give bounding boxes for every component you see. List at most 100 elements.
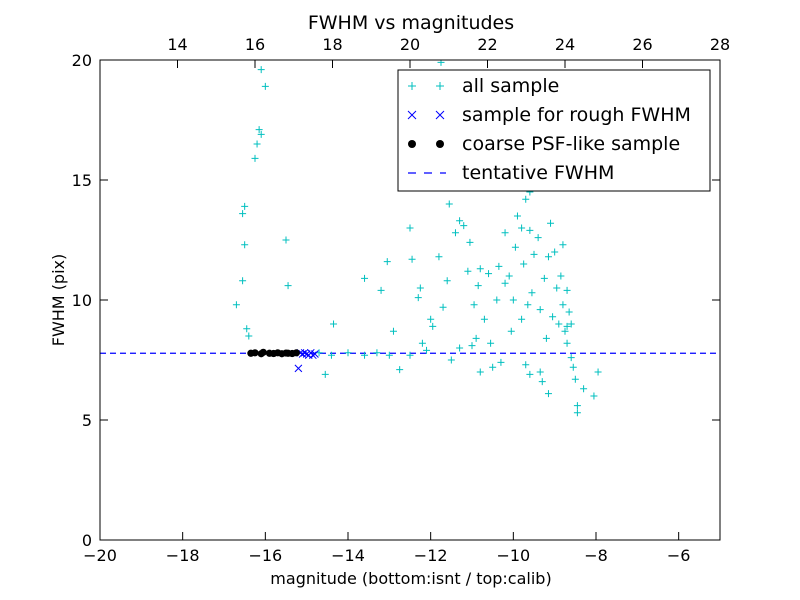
x-axis-label: magnitude (bottom:isnt / top:calib) bbox=[270, 569, 551, 588]
data-point-plus bbox=[567, 320, 575, 328]
data-point-plus bbox=[451, 229, 459, 237]
data-point-plus bbox=[528, 289, 536, 297]
data-point-plus bbox=[555, 320, 563, 328]
top-x-tick-label: 28 bbox=[710, 35, 730, 54]
data-point-plus bbox=[559, 241, 567, 249]
x-tick-label: −20 bbox=[83, 546, 117, 565]
legend-swatch-plus bbox=[436, 82, 444, 90]
data-point-plus bbox=[257, 130, 265, 138]
data-point-plus bbox=[573, 409, 581, 417]
data-point-dot bbox=[259, 348, 267, 356]
legend-entry: all sample bbox=[408, 75, 559, 97]
data-point-plus bbox=[530, 250, 538, 258]
data-point-plus bbox=[385, 351, 393, 359]
data-point-plus bbox=[232, 301, 240, 309]
data-point-plus bbox=[522, 195, 530, 203]
data-point-plus bbox=[435, 253, 443, 261]
data-point-plus bbox=[241, 202, 249, 210]
data-point-plus bbox=[418, 339, 426, 347]
plot-marks bbox=[100, 60, 720, 417]
data-point-plus bbox=[456, 217, 464, 225]
x-tick-label: −12 bbox=[414, 546, 448, 565]
data-point-plus bbox=[487, 339, 495, 347]
data-point-plus bbox=[468, 342, 476, 350]
top-x-tick-label: 16 bbox=[245, 35, 265, 54]
data-point-plus bbox=[443, 277, 451, 285]
data-point-x bbox=[311, 350, 319, 358]
data-point-plus bbox=[565, 308, 573, 316]
data-point-plus bbox=[476, 265, 484, 273]
data-point-plus bbox=[513, 212, 521, 220]
data-point-plus bbox=[361, 351, 369, 359]
data-point-plus bbox=[563, 339, 571, 347]
data-point-plus bbox=[567, 354, 575, 362]
y-tick-label: 5 bbox=[82, 411, 92, 430]
legend-swatch-x bbox=[407, 110, 417, 120]
data-point-plus bbox=[540, 274, 548, 282]
data-point-plus bbox=[509, 296, 517, 304]
y-tick-label: 10 bbox=[72, 291, 92, 310]
data-point-plus bbox=[383, 258, 391, 266]
data-point-plus bbox=[551, 248, 559, 256]
x-tick-label: −16 bbox=[248, 546, 282, 565]
data-point-x bbox=[304, 351, 313, 360]
data-point-plus bbox=[534, 234, 542, 242]
data-point-plus bbox=[507, 327, 515, 335]
data-point-plus bbox=[522, 361, 530, 369]
data-point-plus bbox=[480, 315, 488, 323]
data-point-plus bbox=[239, 277, 247, 285]
legend-label: sample for rough FWHM bbox=[462, 104, 691, 126]
data-point-plus bbox=[330, 320, 338, 328]
data-point-plus bbox=[518, 224, 526, 232]
data-point-plus bbox=[573, 402, 581, 410]
data-point-plus bbox=[524, 301, 532, 309]
data-point-plus bbox=[505, 272, 513, 280]
data-point-plus bbox=[464, 267, 472, 275]
data-point-plus bbox=[466, 238, 474, 246]
y-axis-label: FWHM (pix) bbox=[49, 254, 68, 347]
data-point-plus bbox=[501, 279, 509, 287]
x-tick-label: −6 bbox=[667, 546, 691, 565]
data-point-plus bbox=[569, 363, 577, 371]
data-point-plus bbox=[497, 358, 505, 366]
data-point-plus bbox=[373, 349, 381, 357]
legend-swatch-plus bbox=[408, 82, 416, 90]
plot-area bbox=[100, 60, 720, 417]
data-point-plus bbox=[526, 370, 534, 378]
data-point-plus bbox=[544, 390, 552, 398]
data-point-plus bbox=[476, 368, 484, 376]
data-point-plus bbox=[536, 368, 544, 376]
data-point-plus bbox=[536, 306, 544, 314]
data-point-plus bbox=[549, 313, 557, 321]
legend-swatch-dot bbox=[408, 140, 416, 148]
data-point-plus bbox=[257, 66, 265, 74]
data-point-plus bbox=[241, 241, 249, 249]
data-point-plus bbox=[553, 284, 561, 292]
data-point-plus bbox=[406, 224, 414, 232]
data-point-plus bbox=[460, 222, 468, 230]
data-point-plus bbox=[445, 200, 453, 208]
data-point-plus bbox=[416, 284, 424, 292]
data-point-plus bbox=[561, 327, 569, 335]
data-point-plus bbox=[511, 243, 519, 251]
legend-swatch-dot bbox=[436, 140, 444, 148]
x-tick-label: −14 bbox=[331, 546, 365, 565]
top-x-tick-label: 26 bbox=[632, 35, 652, 54]
data-point-plus bbox=[489, 363, 497, 371]
x-tick-label: −10 bbox=[496, 546, 530, 565]
series-sample-for-rough-fwhm bbox=[294, 348, 319, 373]
data-point-plus bbox=[538, 378, 546, 386]
legend-box bbox=[397, 69, 711, 192]
top-x-tick-label: 24 bbox=[555, 35, 575, 54]
y-tick-label: 15 bbox=[72, 171, 92, 190]
legend-entry: coarse PSF-like sample bbox=[408, 133, 680, 155]
y-tick-label: 0 bbox=[82, 531, 92, 550]
data-point-plus bbox=[470, 301, 478, 309]
top-x-tick-label: 20 bbox=[400, 35, 420, 54]
data-point-plus bbox=[408, 255, 416, 263]
data-point-plus bbox=[344, 349, 352, 357]
data-point-plus bbox=[580, 385, 588, 393]
legend-entry: sample for rough FWHM bbox=[407, 104, 691, 126]
data-point-plus bbox=[563, 322, 571, 330]
